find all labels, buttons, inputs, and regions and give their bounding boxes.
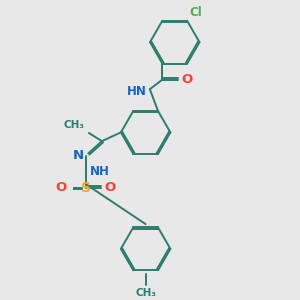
Text: HN: HN — [127, 85, 146, 98]
Text: Cl: Cl — [190, 6, 202, 19]
Text: N: N — [73, 149, 84, 162]
Text: O: O — [105, 181, 116, 194]
Text: O: O — [56, 181, 67, 194]
Text: S: S — [81, 181, 91, 195]
Text: O: O — [181, 73, 192, 86]
Text: NH: NH — [89, 165, 109, 178]
Text: CH₃: CH₃ — [64, 120, 85, 130]
Text: CH₃: CH₃ — [135, 288, 156, 298]
